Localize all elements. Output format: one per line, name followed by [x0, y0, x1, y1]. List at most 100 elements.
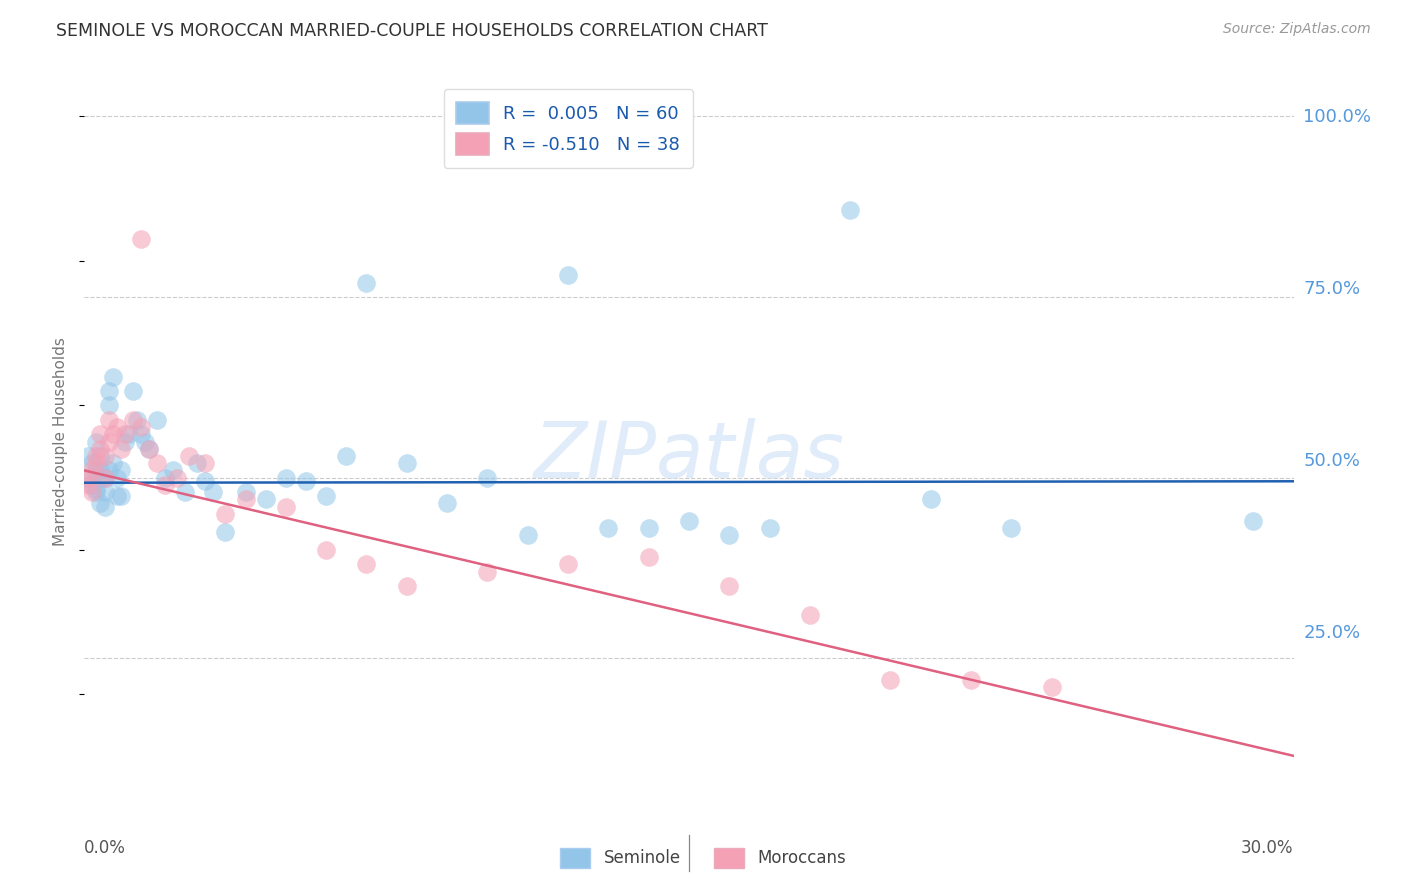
Point — [1000, 521, 1022, 535]
Point — [125, 413, 148, 427]
Point — [93, 485, 115, 500]
Point — [105, 471, 128, 485]
Point — [97, 384, 120, 398]
Point — [274, 500, 297, 514]
Point — [101, 369, 124, 384]
Point — [101, 427, 124, 442]
Point — [110, 489, 132, 503]
Point — [86, 456, 108, 470]
Point — [637, 521, 659, 535]
Point — [166, 471, 188, 485]
Point — [598, 521, 620, 535]
Point — [77, 471, 100, 485]
Point — [110, 442, 132, 456]
Point — [118, 427, 141, 442]
Point — [758, 521, 780, 535]
Point — [110, 463, 132, 477]
Point — [138, 442, 160, 456]
Point — [557, 558, 579, 572]
Point — [235, 492, 257, 507]
Point — [129, 232, 152, 246]
Point — [395, 456, 418, 470]
Point — [146, 456, 169, 470]
Point — [194, 475, 217, 489]
Text: ZIPatlas: ZIPatlas — [533, 418, 845, 494]
Point — [194, 456, 217, 470]
Point — [214, 524, 236, 539]
Point — [879, 673, 901, 687]
Point — [718, 579, 741, 593]
Point — [678, 514, 700, 528]
Point — [235, 485, 257, 500]
Point — [315, 489, 337, 503]
Point — [89, 449, 111, 463]
Text: SEMINOLE VS MOROCCAN MARRIED-COUPLE HOUSEHOLDS CORRELATION CHART: SEMINOLE VS MOROCCAN MARRIED-COUPLE HOUS… — [56, 22, 768, 40]
Point — [477, 471, 499, 485]
Point — [77, 449, 100, 463]
Point — [153, 478, 176, 492]
Point — [86, 485, 108, 500]
Point — [920, 492, 942, 507]
Point — [839, 203, 862, 218]
Point — [960, 673, 983, 687]
Point — [114, 434, 136, 449]
Point — [82, 485, 104, 500]
Point — [82, 463, 104, 477]
Point — [89, 471, 111, 485]
Point — [89, 442, 111, 456]
Point — [186, 456, 208, 470]
Point — [97, 413, 120, 427]
Y-axis label: Married-couple Households: Married-couple Households — [53, 337, 69, 546]
Point — [97, 463, 120, 477]
Point — [77, 471, 100, 485]
Point — [295, 475, 318, 489]
Text: Source: ZipAtlas.com: Source: ZipAtlas.com — [1223, 22, 1371, 37]
Point — [93, 500, 115, 514]
Point — [395, 579, 418, 593]
Point — [162, 463, 184, 477]
Point — [86, 463, 108, 477]
Text: 0.0%: 0.0% — [84, 838, 127, 857]
Point — [93, 449, 115, 463]
Point — [356, 276, 378, 290]
Point — [105, 489, 128, 503]
Point — [114, 427, 136, 442]
Point — [82, 456, 104, 470]
Point — [134, 434, 156, 449]
Point — [356, 558, 378, 572]
Point — [129, 427, 152, 442]
Point — [121, 413, 143, 427]
Point — [516, 528, 538, 542]
Point — [436, 496, 458, 510]
Point — [89, 427, 111, 442]
Point — [718, 528, 741, 542]
Point — [129, 420, 152, 434]
Point — [105, 420, 128, 434]
Point — [93, 471, 115, 485]
Point — [121, 384, 143, 398]
Legend: Seminole, Moroccans: Seminole, Moroccans — [554, 841, 852, 875]
Point — [637, 550, 659, 565]
Point — [153, 471, 176, 485]
Point — [202, 485, 225, 500]
Point — [82, 478, 104, 492]
Point — [274, 471, 297, 485]
Point — [557, 268, 579, 283]
Point — [97, 398, 120, 412]
Point — [97, 434, 120, 449]
Point — [77, 478, 100, 492]
Point — [254, 492, 277, 507]
Point — [138, 442, 160, 456]
Point — [174, 485, 197, 500]
Point — [93, 471, 115, 485]
Point — [89, 463, 111, 477]
Point — [101, 456, 124, 470]
Point — [86, 434, 108, 449]
Point — [89, 496, 111, 510]
Point — [146, 413, 169, 427]
Point — [86, 482, 108, 496]
Point — [799, 607, 821, 622]
Point — [179, 449, 201, 463]
Legend: R =  0.005   N = 60, R = -0.510   N = 38: R = 0.005 N = 60, R = -0.510 N = 38 — [443, 89, 693, 168]
Point — [86, 449, 108, 463]
